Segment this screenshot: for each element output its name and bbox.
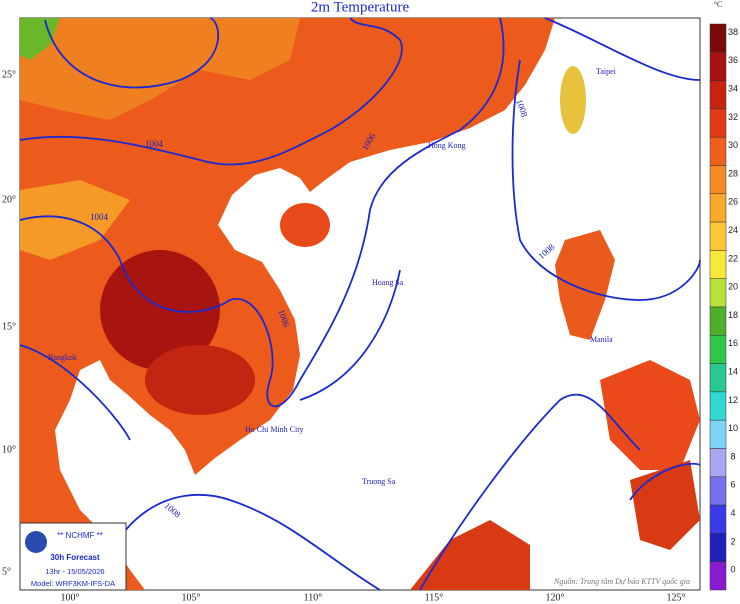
- lon-label: 100°: [61, 592, 80, 603]
- colorbar-label: 20: [728, 282, 738, 292]
- colorbar-label: 30: [728, 140, 738, 150]
- colorbar-label: 32: [728, 112, 738, 122]
- colorbar-label: 10: [728, 423, 738, 433]
- hainan: [280, 203, 330, 247]
- map-title: 2m Temperature: [311, 0, 410, 15]
- info-box: ** NCHMF ** 30h Forecast 13hr - 15/05/20…: [19, 522, 127, 591]
- lat-label: 10°: [2, 444, 16, 455]
- colorbar-swatch: [709, 504, 727, 534]
- mainland: [20, 18, 555, 590]
- isobar: [544, 17, 701, 81]
- visayas: [600, 360, 700, 470]
- colorbar-swatch: [709, 80, 727, 110]
- colorbar-label: 14: [728, 366, 738, 376]
- colorbar-label: 4: [730, 508, 735, 518]
- lon-label: 110°: [304, 592, 323, 603]
- colorbar-swatch: [709, 363, 727, 393]
- isobar-label: 1004: [145, 139, 164, 149]
- taiwan: [560, 66, 586, 134]
- borneo: [410, 520, 530, 590]
- isobar: [19, 17, 403, 166]
- colorbar-swatch: [709, 52, 727, 81]
- colorbar-swatch: [709, 278, 727, 308]
- colorbar-label: 6: [730, 480, 735, 490]
- colorbar-swatch: [709, 391, 727, 421]
- lon-label: 120°: [546, 592, 565, 603]
- colorbar-label: 22: [728, 253, 738, 263]
- isobar: [629, 462, 701, 501]
- colorbar-label: 26: [728, 197, 738, 207]
- lat-label: 20°: [2, 194, 16, 205]
- colorbar-label: 34: [728, 83, 738, 93]
- colorbar-swatch: [709, 136, 727, 166]
- lat-label: 15°: [2, 321, 16, 332]
- colorbar-swatch: [709, 306, 727, 336]
- luzon: [555, 230, 615, 340]
- place-label: Manila: [590, 335, 613, 344]
- place-label: Ho Chi Minh City: [245, 425, 303, 434]
- colorbar-swatch: [709, 108, 727, 138]
- colorbar-label: 36: [728, 55, 738, 65]
- colorbar-swatch: [709, 250, 727, 279]
- isobar: [299, 269, 641, 591]
- colorbar-label: 8: [730, 451, 735, 461]
- isobars: [19, 17, 701, 591]
- colorbar-swatch: [709, 221, 727, 251]
- logo: [25, 531, 47, 553]
- info-time: 13hr - 15/05/2026: [45, 567, 104, 576]
- colorbar-label: 38: [728, 27, 738, 37]
- colorbar-label: 16: [728, 338, 738, 348]
- colorbar-label: 0: [730, 565, 735, 575]
- north-cool: [20, 18, 60, 60]
- isobar-label: 1004: [90, 212, 109, 222]
- colorbar-swatch: [709, 533, 727, 562]
- lon-label: 115°: [425, 592, 444, 603]
- land: [20, 18, 700, 590]
- colorbar-swatch: [709, 419, 727, 449]
- isobar: [44, 17, 219, 89]
- isobar: [19, 344, 131, 441]
- isobar: [19, 17, 505, 408]
- colorbar-swatch: [709, 448, 727, 478]
- colorbar-swatch: [709, 165, 727, 195]
- source-note: Nguồn: Trung tâm Dự báo KTTV quốc gia: [553, 577, 690, 586]
- info-org: ** NCHMF **: [57, 531, 103, 540]
- lat-label: 5°: [2, 566, 11, 577]
- colorbar-unit: °C: [714, 0, 723, 9]
- north-warm: [20, 18, 300, 120]
- place-label: Hoang Sa: [372, 278, 404, 287]
- place-label: Hong Kong: [428, 141, 466, 150]
- colorbar-swatch: [709, 23, 727, 53]
- lon-label: 125°: [667, 592, 686, 603]
- info-model: Model: WRF3KM-IFS-DA: [31, 579, 115, 588]
- colorbar-swatch: [709, 193, 727, 223]
- colorbar-label: 24: [728, 225, 738, 235]
- colorbar-swatch: [709, 561, 727, 591]
- colorbar-swatch: [709, 476, 727, 506]
- info-forecast: 30h Forecast: [50, 553, 100, 562]
- place-label: Bangkok: [48, 353, 77, 362]
- lat-label: 25°: [2, 69, 16, 80]
- place-label: Truong Sa: [362, 477, 396, 486]
- colorbar-label: 12: [728, 395, 738, 405]
- colorbar-label: 2: [730, 536, 735, 546]
- isobar: [511, 59, 701, 301]
- colorbar-label: 18: [728, 310, 738, 320]
- place-label: Taipei: [596, 67, 617, 76]
- colorbar-swatch: [709, 335, 727, 364]
- colorbar-label: 28: [728, 168, 738, 178]
- lon-label: 105°: [182, 592, 201, 603]
- hot-core: [145, 345, 255, 415]
